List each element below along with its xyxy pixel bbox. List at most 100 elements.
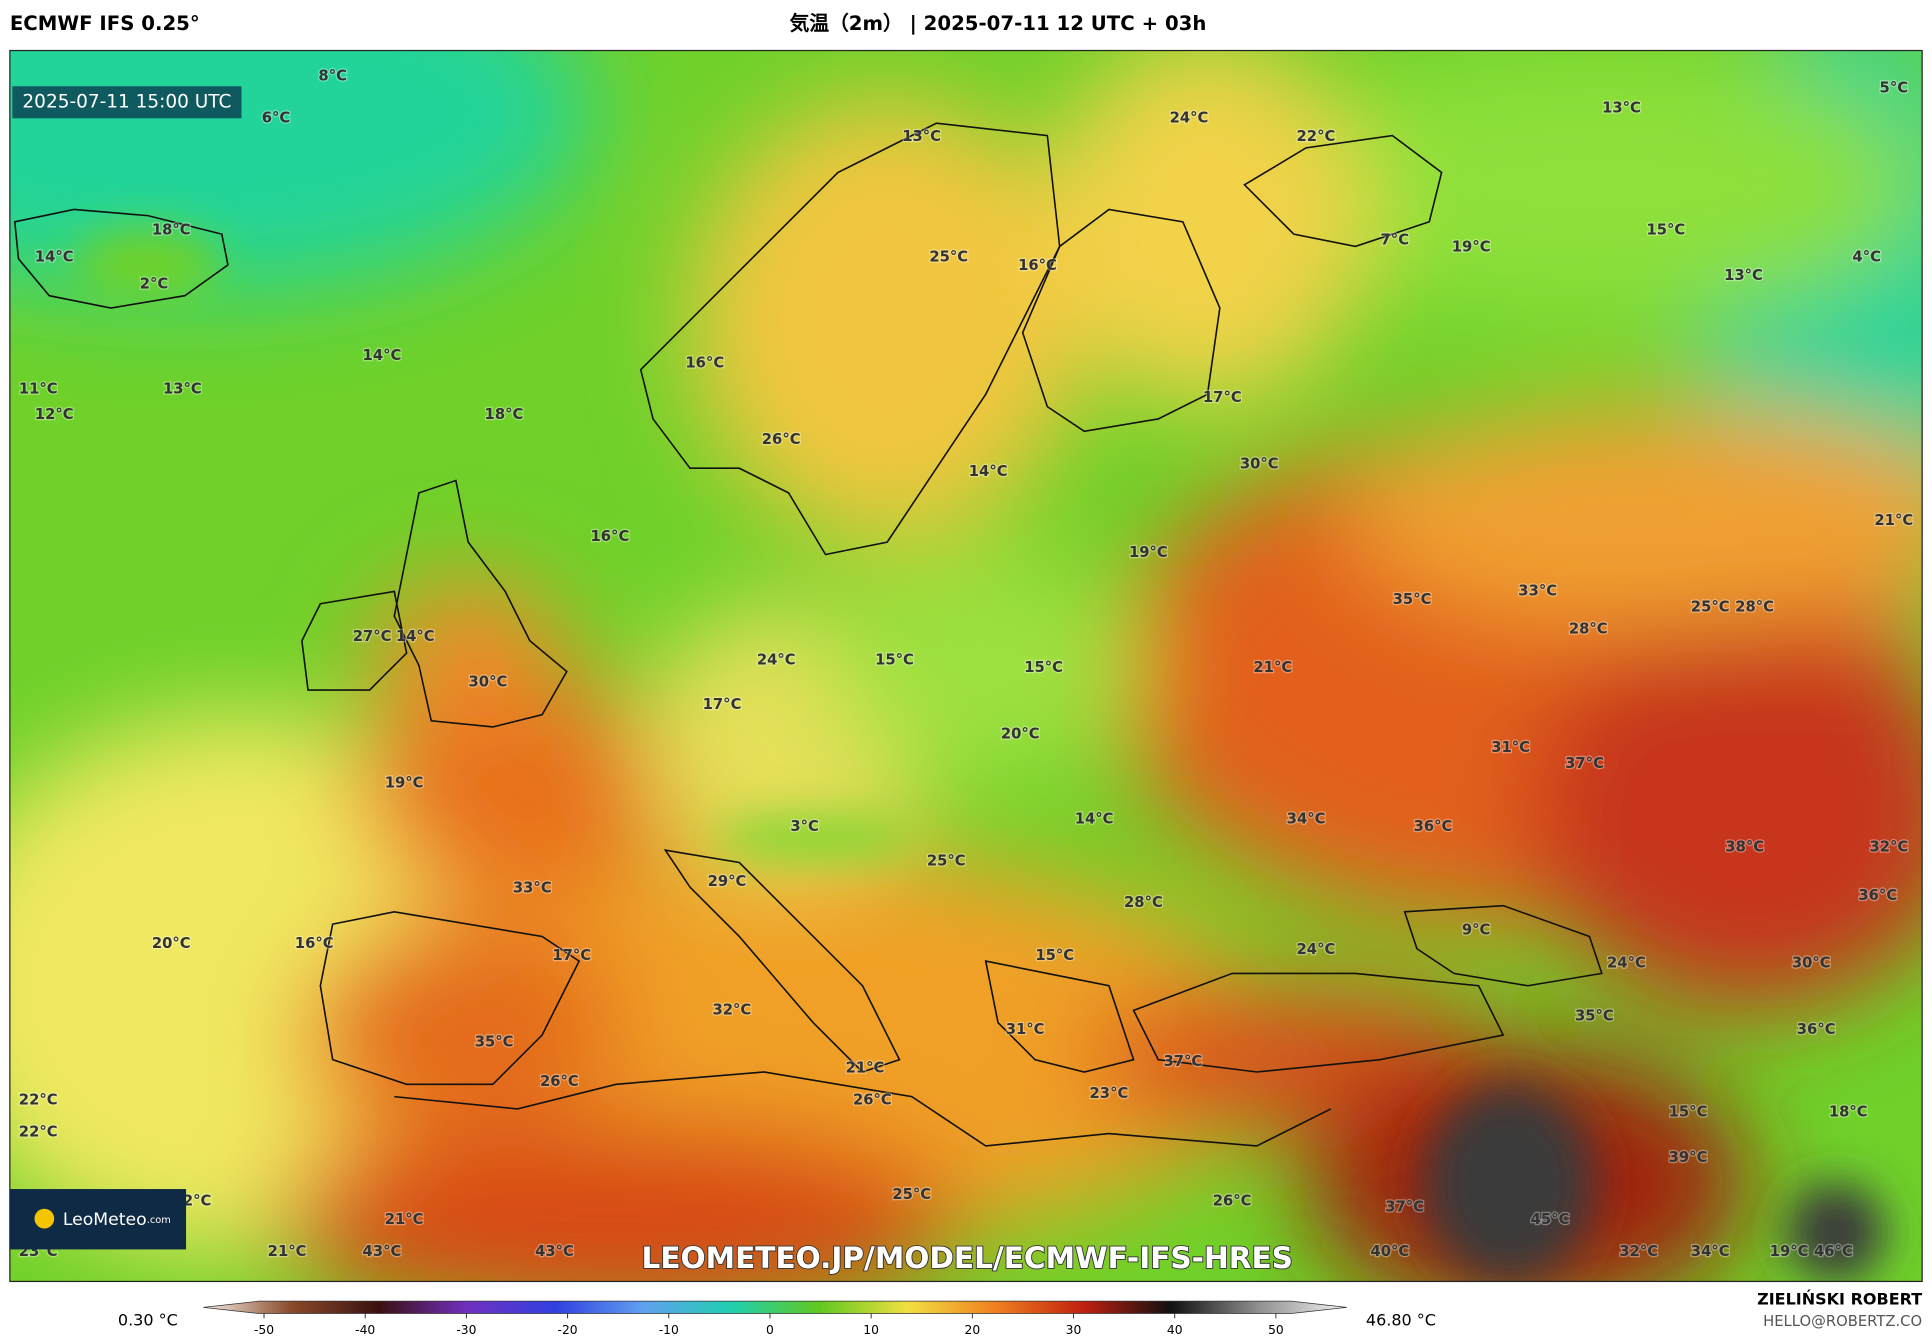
temperature-label: 19°C bbox=[1770, 1243, 1809, 1260]
temperature-label: 6°C bbox=[262, 109, 290, 126]
temperature-label: 33°C bbox=[513, 879, 552, 896]
temperature-label: 32°C bbox=[713, 1001, 752, 1018]
temperature-label: 21°C bbox=[846, 1059, 885, 1076]
temperature-label: 32°C bbox=[1869, 839, 1908, 856]
temperature-label: 12°C bbox=[35, 406, 74, 423]
temperature-label: 36°C bbox=[1858, 887, 1897, 904]
temperature-label: 14°C bbox=[363, 347, 402, 364]
temperature-label: 16°C bbox=[1018, 257, 1057, 274]
title: 気温（2m） | 2025-07-11 12 UTC + 03h bbox=[790, 12, 1207, 35]
temperature-label: 2°C bbox=[140, 276, 168, 293]
temperature-label: 3°C bbox=[790, 818, 818, 835]
temperature-label: 22°C bbox=[19, 1123, 58, 1140]
temperature-label: 8°C bbox=[318, 67, 346, 84]
author: ZIELIŃSKI ROBERT bbox=[1757, 1289, 1922, 1308]
temperature-label: 5°C bbox=[1880, 80, 1908, 97]
watermark: LEOMETEO.JP/MODEL/ECMWF-IFS-HRES bbox=[642, 1241, 1293, 1275]
temperature-label: 22°C bbox=[1297, 128, 1336, 145]
temperature-label: 24°C bbox=[1297, 941, 1336, 958]
temperature-label: 16°C bbox=[685, 354, 724, 371]
temperature-label: 7°C bbox=[1381, 231, 1409, 248]
temperature-label: 23°C bbox=[1090, 1085, 1129, 1102]
temperature-label: 4°C bbox=[1852, 249, 1880, 266]
colorbar-tick-label: -10 bbox=[659, 1323, 679, 1337]
temperature-label: 28°C bbox=[1124, 894, 1163, 911]
colorbar-tick-label: 40 bbox=[1167, 1323, 1183, 1337]
temperature-labels: 8°C 6°C 13°C 24°C 22°C 13°C 5°C 18°C 14°C 2°C 25°C… bbox=[18, 66, 1915, 1261]
colorbar-tick-label: -20 bbox=[558, 1323, 578, 1337]
temperature-label: 2°C bbox=[183, 1192, 211, 1209]
temperature-label: 20°C bbox=[1001, 725, 1040, 742]
temperature-label: 13°C bbox=[1602, 99, 1641, 116]
temperature-label: 27°C bbox=[353, 628, 392, 645]
temperature-label: 21°C bbox=[1874, 512, 1913, 529]
temperature-label: 9°C bbox=[1462, 921, 1490, 938]
temperature-label: 29°C bbox=[708, 873, 747, 890]
temperature-label: 35°C bbox=[1575, 1008, 1614, 1025]
temperature-label: 35°C bbox=[475, 1033, 514, 1050]
colorbar-tick-label: -50 bbox=[254, 1323, 274, 1337]
temperature-label: 33°C bbox=[1518, 582, 1557, 599]
temperature-label: 21°C bbox=[268, 1243, 307, 1260]
colorbar-tick-label: 50 bbox=[1268, 1323, 1284, 1337]
temperature-label: 25°C bbox=[892, 1186, 931, 1203]
colorbar-tick-label: -40 bbox=[355, 1323, 375, 1337]
temperature-label: 15°C bbox=[1035, 947, 1074, 964]
logo-sun bbox=[34, 1208, 55, 1229]
colorbar-tick-label: 0 bbox=[766, 1323, 774, 1337]
temperature-label: 13°C bbox=[163, 380, 202, 397]
temperature-label: 13°C bbox=[1724, 267, 1763, 284]
temperature-label: 20°C bbox=[152, 935, 191, 952]
temperature-label: 30°C bbox=[1240, 456, 1279, 473]
temperature-label: 15°C bbox=[1024, 659, 1063, 676]
temperature-label: 37°C bbox=[1565, 755, 1604, 772]
temperature-label: 25°C bbox=[1691, 598, 1730, 615]
colorbar-bar bbox=[203, 1300, 1347, 1314]
temperature-label: 26°C bbox=[853, 1091, 892, 1108]
temperature-label: 31°C bbox=[1006, 1021, 1045, 1038]
valid-time: 2025-07-11 15:00 UTC bbox=[22, 91, 231, 112]
temperature-label: 18°C bbox=[485, 406, 524, 423]
temperature-label: 21°C bbox=[385, 1211, 424, 1228]
temperature-label: 25°C bbox=[929, 249, 968, 266]
temperature-label: 28°C bbox=[1569, 621, 1608, 638]
temperature-label: 21°C bbox=[1253, 659, 1292, 676]
temperature-label: 40°C bbox=[1370, 1243, 1409, 1260]
temperature-label: 31°C bbox=[1491, 739, 1530, 756]
temperature-label: 30°C bbox=[469, 674, 508, 691]
temperature-label: 18°C bbox=[152, 221, 191, 238]
temperature-label: 19°C bbox=[385, 775, 424, 792]
temperature-label: 14°C bbox=[1075, 810, 1114, 827]
temperature-label: 14°C bbox=[969, 463, 1008, 480]
colorbar-tick-label: 10 bbox=[863, 1323, 879, 1337]
colorbar-tick-label: 20 bbox=[964, 1323, 980, 1337]
temperature-label: 30°C bbox=[1792, 955, 1831, 972]
valid-time-box bbox=[12, 86, 242, 119]
temperature-label: 26°C bbox=[1213, 1192, 1252, 1209]
temperature-label: 34°C bbox=[1287, 810, 1326, 827]
temperature-label: 19°C bbox=[1129, 544, 1168, 561]
temperature-label: 45°C bbox=[1531, 1211, 1570, 1228]
temperature-label: 38°C bbox=[1725, 839, 1764, 856]
temperature-label: 15°C bbox=[875, 651, 914, 668]
temperature-label: 17°C bbox=[552, 947, 591, 964]
temperature-label: 19°C bbox=[1452, 239, 1491, 256]
temperature-label: 28°C bbox=[1735, 598, 1774, 615]
temperature-label: 25°C bbox=[927, 852, 966, 869]
temperature-label: 11°C bbox=[19, 380, 58, 397]
temperature-label: 22°C bbox=[19, 1091, 58, 1108]
temperature-label: 14°C bbox=[396, 628, 435, 645]
logo-suffix: .com bbox=[147, 1215, 171, 1226]
temperature-label: 15°C bbox=[1669, 1104, 1708, 1121]
temperature-label: 36°C bbox=[1797, 1021, 1836, 1038]
temperature-label: 24°C bbox=[1170, 109, 1209, 126]
colorbar: -50 -40 -30 -20 -10 0 10 20 30 40 50 bbox=[203, 1300, 1347, 1337]
temperature-label: 43°C bbox=[363, 1243, 402, 1260]
logo: LeoMeteo.com bbox=[63, 1210, 171, 1230]
temperature-label: 34°C bbox=[1691, 1243, 1730, 1260]
temperature-label: 37°C bbox=[1385, 1199, 1424, 1216]
temperature-label: 36°C bbox=[1414, 818, 1453, 835]
temperature-label: 17°C bbox=[1203, 389, 1242, 406]
